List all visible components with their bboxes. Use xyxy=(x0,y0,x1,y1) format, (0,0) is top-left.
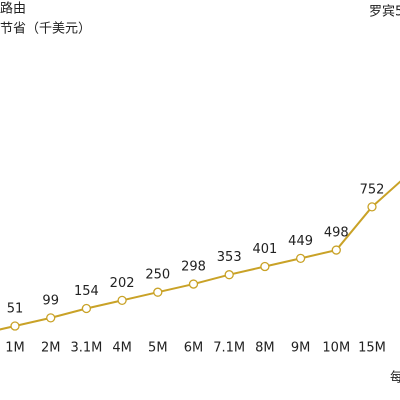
x-tick-label: 7.1M xyxy=(213,341,245,356)
data-label: 99 xyxy=(42,293,59,308)
data-label: 498 xyxy=(324,226,349,241)
data-label: 353 xyxy=(217,250,242,265)
marker xyxy=(10,321,20,331)
marker xyxy=(367,202,377,212)
data-label: 250 xyxy=(145,268,170,283)
data-label: 51 xyxy=(7,302,24,317)
x-tick-label: 1M xyxy=(5,341,25,356)
x-tick-label: 8M xyxy=(255,341,275,356)
data-label: 298 xyxy=(181,260,206,275)
marker xyxy=(224,270,234,280)
x-tick-label: 4M xyxy=(112,341,132,356)
chart-title: 路由 xyxy=(0,1,26,17)
marker xyxy=(295,253,306,264)
x-tick-label: 15M xyxy=(358,341,386,356)
data-label: 401 xyxy=(252,242,277,257)
x-tick-label: 6M xyxy=(184,341,204,356)
marker xyxy=(188,279,199,289)
marker xyxy=(117,295,127,306)
data-label: 202 xyxy=(110,276,135,291)
x-tick-label: 5M xyxy=(148,341,168,356)
x-tick-label: 3.1M xyxy=(70,341,102,356)
chart-subtitle: 节省（千美元） xyxy=(0,22,91,37)
line xyxy=(0,180,400,331)
legend-text: 罗宾5 xyxy=(369,4,400,20)
data-label: 154 xyxy=(74,284,99,299)
x-tick-label: 2M xyxy=(41,341,61,356)
x-tick-label: 9M xyxy=(291,341,311,356)
x-axis-label: 每 xyxy=(390,370,400,386)
marker xyxy=(153,287,163,297)
data-label: 449 xyxy=(288,234,313,249)
marker xyxy=(81,303,92,314)
data-label: 752 xyxy=(360,182,385,197)
x-tick-label: 10M xyxy=(322,341,350,356)
marker xyxy=(260,261,270,272)
marker xyxy=(46,313,56,323)
marker xyxy=(331,245,341,255)
